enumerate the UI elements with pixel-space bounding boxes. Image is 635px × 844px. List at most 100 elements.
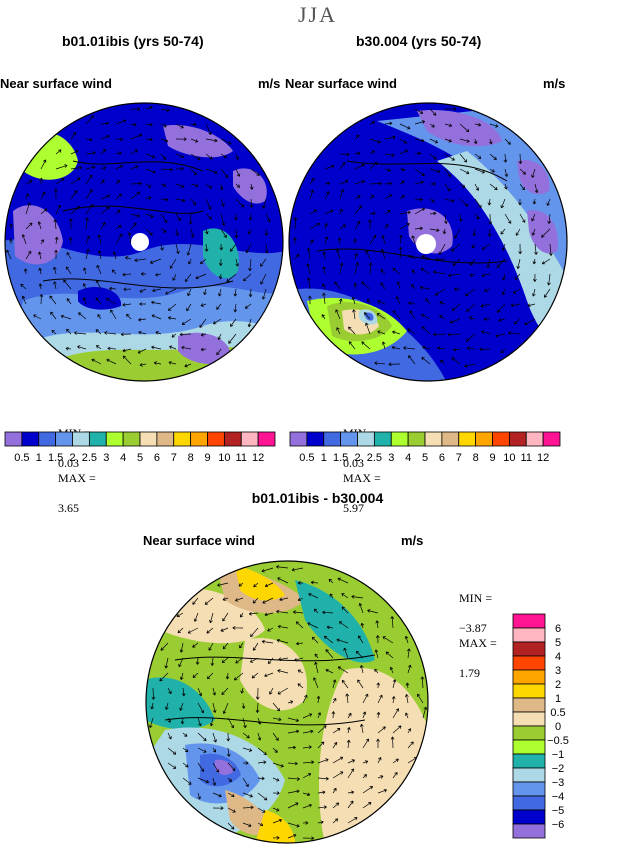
colorbar-diff-swatch (512, 711, 546, 727)
wind-arrow (175, 153, 185, 159)
wind-arrow (204, 597, 214, 605)
wind-arrow (354, 195, 361, 200)
wind-arrow (160, 197, 169, 202)
wind-arrow (260, 258, 267, 267)
wind-arrow (347, 817, 358, 824)
wind-arrow (115, 225, 122, 230)
wind-arrow (287, 789, 300, 794)
wind-arrow (233, 288, 238, 297)
wind-arrow (504, 213, 512, 224)
wind-arrow (338, 298, 343, 305)
colorbar-diff: 6 5 4 3 2 1 0.5 0 −0.5 −1 −2 −3 −4 −5 −6 (512, 613, 569, 839)
wind-arrow (220, 213, 226, 226)
wind-arrow (481, 243, 491, 250)
wind-arrow (187, 627, 199, 634)
wind-arrow (220, 168, 229, 178)
wind-arrow (199, 318, 207, 328)
colorbar-1-swatch (240, 431, 259, 447)
wind-arrow (145, 213, 154, 218)
wind-arrow (515, 228, 521, 236)
wind-arrow (220, 627, 229, 632)
wind-arrow (322, 610, 334, 615)
colorbar-1-tick-label: 4 (120, 452, 126, 464)
wind-arrow (115, 179, 120, 185)
wind-arrow (317, 741, 325, 749)
colorbar-2-swatch (492, 431, 510, 447)
wind-arrow (489, 123, 499, 128)
colorbar-2-swatch (357, 431, 375, 447)
wind-arrow (399, 234, 403, 245)
wind-arrow (188, 213, 193, 225)
wind-arrow (332, 679, 337, 689)
wind-arrow (40, 191, 46, 200)
wind-arrow (399, 149, 409, 155)
wind-arrow (225, 672, 230, 680)
wind-arrow (361, 281, 371, 290)
wind-arrow (227, 807, 236, 813)
colorbar-1-tick-label: 9 (204, 452, 210, 464)
wind-arrow (302, 836, 315, 841)
colorbar-2-swatch (542, 431, 561, 447)
wind-arrow (277, 687, 289, 695)
wind-arrow (60, 314, 72, 320)
colorbar-2-swatch (289, 431, 308, 447)
wind-arrow (241, 702, 246, 709)
wind-arrow (265, 243, 269, 254)
wind-arrow (250, 627, 259, 638)
wind-arrow (235, 183, 241, 188)
wind-arrow (262, 198, 267, 209)
wind-arrow (228, 333, 237, 344)
wind-arrow (380, 282, 386, 290)
wind-arrow (489, 183, 498, 191)
wind-arrow (421, 356, 431, 365)
colorbar-1-swatch (105, 431, 124, 447)
wind-arrow (347, 712, 352, 719)
wind-arrow (398, 247, 403, 260)
wind-arrow (306, 247, 311, 260)
wind-arrow (220, 138, 232, 145)
wind-arrow (382, 636, 394, 644)
wind-arrow (212, 732, 217, 743)
wind-arrow (337, 237, 342, 245)
wind-arrow (39, 177, 44, 185)
wind-arrow (429, 228, 440, 232)
wind-arrow (392, 758, 399, 764)
wind-arrow (226, 732, 231, 742)
wind-arrow (235, 153, 239, 160)
wind-arrow (374, 649, 379, 659)
wind-arrow (85, 235, 90, 245)
wind-arrow (325, 649, 334, 659)
wind-arrow (332, 787, 337, 794)
wind-arrow (139, 288, 147, 293)
wind-arrow (97, 250, 102, 260)
colorbar-1-tick-label: 2.5 (82, 452, 97, 464)
wind-arrow (302, 773, 312, 779)
wind-arrow (369, 138, 381, 144)
wind-arrow (130, 107, 141, 112)
wind-arrow (216, 348, 222, 356)
wind-arrow (317, 820, 324, 825)
panel-1-max-value: 3.65 (58, 501, 79, 515)
wind-arrow (408, 355, 416, 365)
wind-arrow (204, 228, 209, 235)
colorbar-1-swatch (72, 431, 90, 447)
wind-arrow (335, 248, 341, 260)
wind-arrow (362, 738, 370, 749)
wind-arrow (257, 760, 267, 765)
wind-arrow (376, 682, 381, 689)
wind-arrow (55, 177, 65, 185)
wind-arrow (82, 297, 87, 305)
wind-arrow (242, 777, 249, 788)
wind-arrow (332, 802, 340, 809)
wind-arrow (469, 316, 476, 320)
wind-arrow (175, 198, 186, 203)
wind-arrow (130, 165, 139, 170)
wind-arrow (145, 137, 153, 142)
wind-arrow (77, 345, 87, 350)
wind-arrow (339, 189, 344, 200)
wind-arrow (20, 283, 27, 290)
wind-arrow (226, 273, 237, 283)
wind-arrow (70, 150, 79, 155)
wind-arrow (217, 288, 222, 297)
wind-arrow (377, 330, 386, 335)
